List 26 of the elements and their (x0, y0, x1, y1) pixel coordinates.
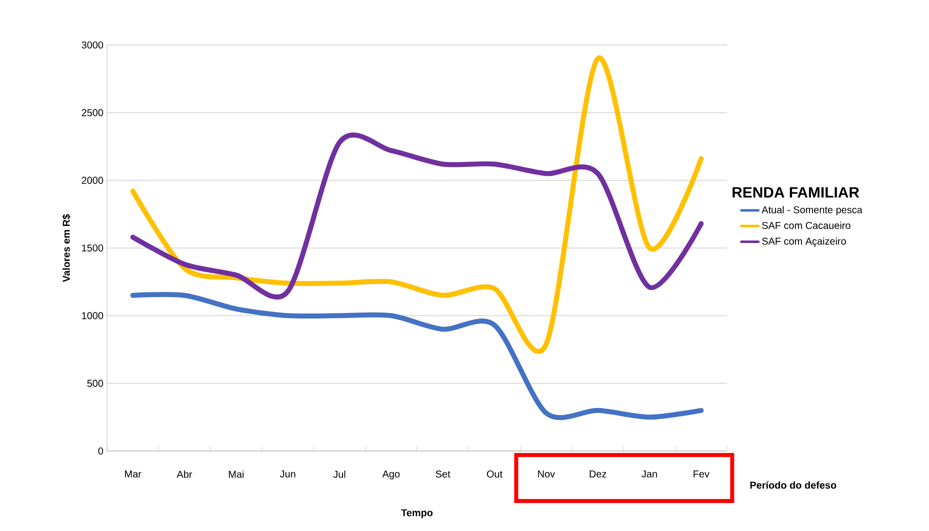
x-tick-label: Nov (538, 470, 555, 478)
x-axis-title: Tempo (401, 509, 433, 518)
y-tick-label: 0 (98, 447, 104, 455)
x-tick-label: Fev (694, 470, 710, 478)
x-tick-label: Jun (280, 470, 296, 478)
legend-label: SAF com Açaizeiro (762, 237, 846, 247)
x-tick-label: Mar (125, 470, 142, 478)
y-axis-title: Valores em R$ (62, 214, 70, 282)
legend-label: Atual - Somente pesca (762, 206, 862, 216)
y-tick-label: 2000 (82, 176, 104, 184)
y-tick-label: 500 (87, 380, 104, 387)
y-tick-label: 1500 (82, 244, 104, 252)
legend-label: SAF com Cacaueiro (762, 222, 850, 229)
x-tick-label: Out (486, 470, 502, 478)
y-tick-label: 3000 (82, 41, 104, 49)
x-tick-label: Dez (590, 470, 606, 478)
x-tick-label: Jan (642, 470, 657, 478)
x-tick-label: Ago (382, 470, 400, 480)
legend-title: RENDA FAMILIAR (732, 187, 860, 198)
x-tick-label: Mai (228, 470, 244, 478)
text: Período do defeso (750, 481, 836, 489)
y-tick-label: 2500 (82, 109, 104, 116)
x-tick-label: Jul (333, 470, 346, 478)
x-tick-label: Set (436, 470, 450, 478)
y-tick-label: 1000 (82, 312, 104, 320)
x-tick-label: Abr (176, 470, 192, 478)
